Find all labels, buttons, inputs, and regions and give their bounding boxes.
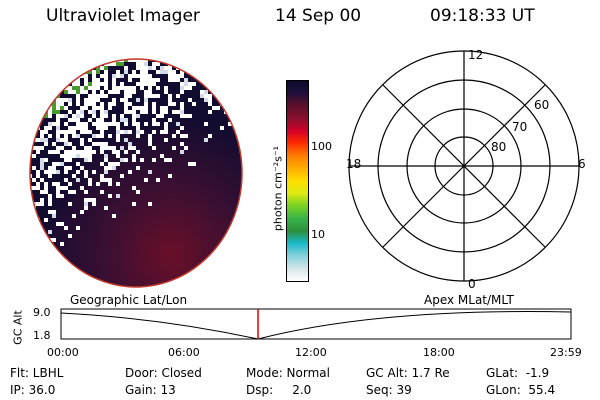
lat-label-60: 60 (534, 98, 550, 112)
instrument-title: Ultraviolet Imager (46, 6, 200, 26)
timeline-right-title: Apex MLat/MLT (424, 293, 514, 307)
mlt-label-18: 18 (346, 157, 362, 171)
colorbar-tick-100: 100 (311, 140, 332, 153)
disc-outline (29, 58, 243, 288)
colorbar-gradient (287, 81, 308, 281)
lat-label-80: 80 (491, 140, 507, 154)
colorbar (286, 80, 309, 282)
time-label: 09:18:33 UT (430, 6, 535, 26)
altitude-curve (60, 311, 572, 340)
timeline-left-title: Geographic Lat/Lon (70, 293, 188, 307)
lat-ring-70 (406, 108, 522, 224)
timeline-xtick-1200: 12:00 (295, 346, 327, 359)
disc-background (30, 59, 242, 287)
timeline-xtick-1800: 18:00 (423, 346, 455, 359)
timeline-xtick-0600: 06:00 (168, 346, 200, 359)
timeline-frame (60, 308, 572, 340)
timeline-axis-label: GC Alt (11, 310, 25, 345)
dayside-speckle (30, 59, 242, 282)
timeline-xtick-0000: 00:00 (47, 346, 79, 359)
colorbar-unit-label: photon cm⁻²s⁻¹ (271, 145, 285, 232)
status-gc-alt: GC Alt: 1.7 Re (366, 366, 450, 380)
mlt-line-diag-1 (382, 84, 546, 248)
colorbar-tick-10: 10 (311, 228, 325, 241)
mlt-label-6: 6 (578, 157, 586, 171)
timeline-xtick-2359: 23:59 (550, 346, 582, 359)
date-label: 14 Sep 00 (275, 6, 362, 26)
lat-ring-80 (434, 136, 494, 196)
status-filter: Flt: LBHL (10, 366, 64, 380)
status-gain: Gain: 13 (125, 383, 176, 397)
lat-label-70: 70 (512, 120, 528, 134)
lat-ring-outer (348, 50, 580, 282)
mlt-label-0: 0 (468, 277, 476, 291)
mlt-line-diag-2 (382, 84, 546, 248)
timeline-ytick-low: 1.8 (33, 329, 51, 342)
status-dsp: Dsp: 2.0 (246, 383, 312, 397)
status-ip: IP: 36.0 (10, 383, 56, 397)
status-mode: Mode: Normal (246, 366, 330, 380)
lat-ring-60 (377, 79, 551, 253)
timeline-ytick-high: 9.0 (33, 306, 51, 319)
status-door: Door: Closed (125, 366, 202, 380)
mlt-label-12: 12 (468, 48, 484, 62)
status-glat: GLat: -1.9 (486, 366, 550, 380)
status-glon: GLon: 55.4 (486, 383, 556, 397)
status-seq: Seq: 39 (366, 383, 412, 397)
